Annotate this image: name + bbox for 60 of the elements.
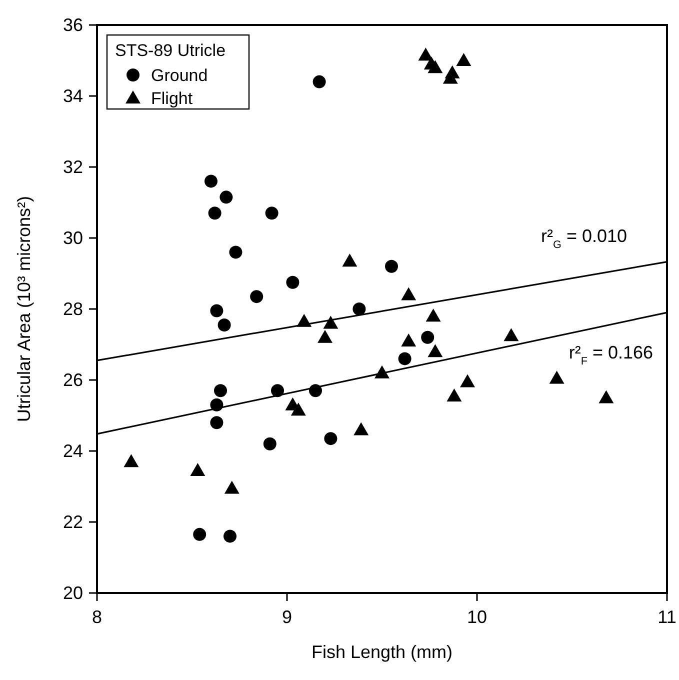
y-tick-label: 28 xyxy=(62,299,83,319)
point xyxy=(456,53,472,66)
point xyxy=(549,370,564,384)
point xyxy=(318,330,332,343)
y-tick-label: 20 xyxy=(62,583,83,603)
point xyxy=(385,260,398,273)
legend-label: Ground xyxy=(151,66,208,85)
point xyxy=(418,48,434,61)
y-tick-label: 36 xyxy=(62,15,83,35)
point xyxy=(190,463,206,476)
legend-title: STS-89 Utricle xyxy=(115,41,226,60)
point xyxy=(204,174,218,188)
point xyxy=(324,432,338,446)
x-tick-label: 10 xyxy=(466,607,488,627)
point xyxy=(398,352,412,366)
point xyxy=(460,374,475,388)
point xyxy=(401,333,416,346)
point xyxy=(446,388,462,402)
y-tick-label: 24 xyxy=(62,441,83,461)
point xyxy=(290,402,306,416)
point xyxy=(214,384,227,398)
point xyxy=(286,276,300,289)
point xyxy=(504,328,519,342)
y-axis-title: Utricular Area (10³ microns²) xyxy=(14,196,34,422)
x-tick-label: 11 xyxy=(658,607,676,627)
x-tick-label: 9 xyxy=(282,607,292,627)
point xyxy=(218,318,231,332)
point xyxy=(426,308,441,322)
point xyxy=(444,65,460,78)
point xyxy=(224,480,240,494)
annotation: r²$_{F}$ = 0.166 xyxy=(568,342,653,368)
point xyxy=(428,344,443,358)
legend-label: Flight xyxy=(151,89,193,108)
point xyxy=(224,530,236,543)
y-tick-label: 22 xyxy=(62,512,83,532)
x-tick-label: 8 xyxy=(92,607,102,627)
point xyxy=(263,437,276,450)
point xyxy=(401,287,416,300)
point xyxy=(193,528,206,541)
point xyxy=(208,206,222,220)
point xyxy=(220,190,233,204)
y-tick-label: 32 xyxy=(62,157,83,177)
point xyxy=(421,330,434,344)
point xyxy=(312,75,326,88)
point xyxy=(428,60,443,74)
y-tick-label: 30 xyxy=(62,228,83,248)
point xyxy=(354,422,369,436)
annotation: r²$_{G}$ = 0.010 xyxy=(541,226,627,251)
point xyxy=(352,302,366,316)
point xyxy=(598,390,614,404)
point xyxy=(124,454,139,468)
point xyxy=(342,254,358,267)
y-tick-label: 26 xyxy=(62,370,83,390)
x-axis-title: Fish Length (mm) xyxy=(311,642,453,662)
y-tick-label: 34 xyxy=(62,86,83,106)
point xyxy=(250,290,264,304)
point xyxy=(210,416,224,430)
point xyxy=(210,304,224,318)
point xyxy=(265,206,278,220)
point xyxy=(229,246,242,259)
